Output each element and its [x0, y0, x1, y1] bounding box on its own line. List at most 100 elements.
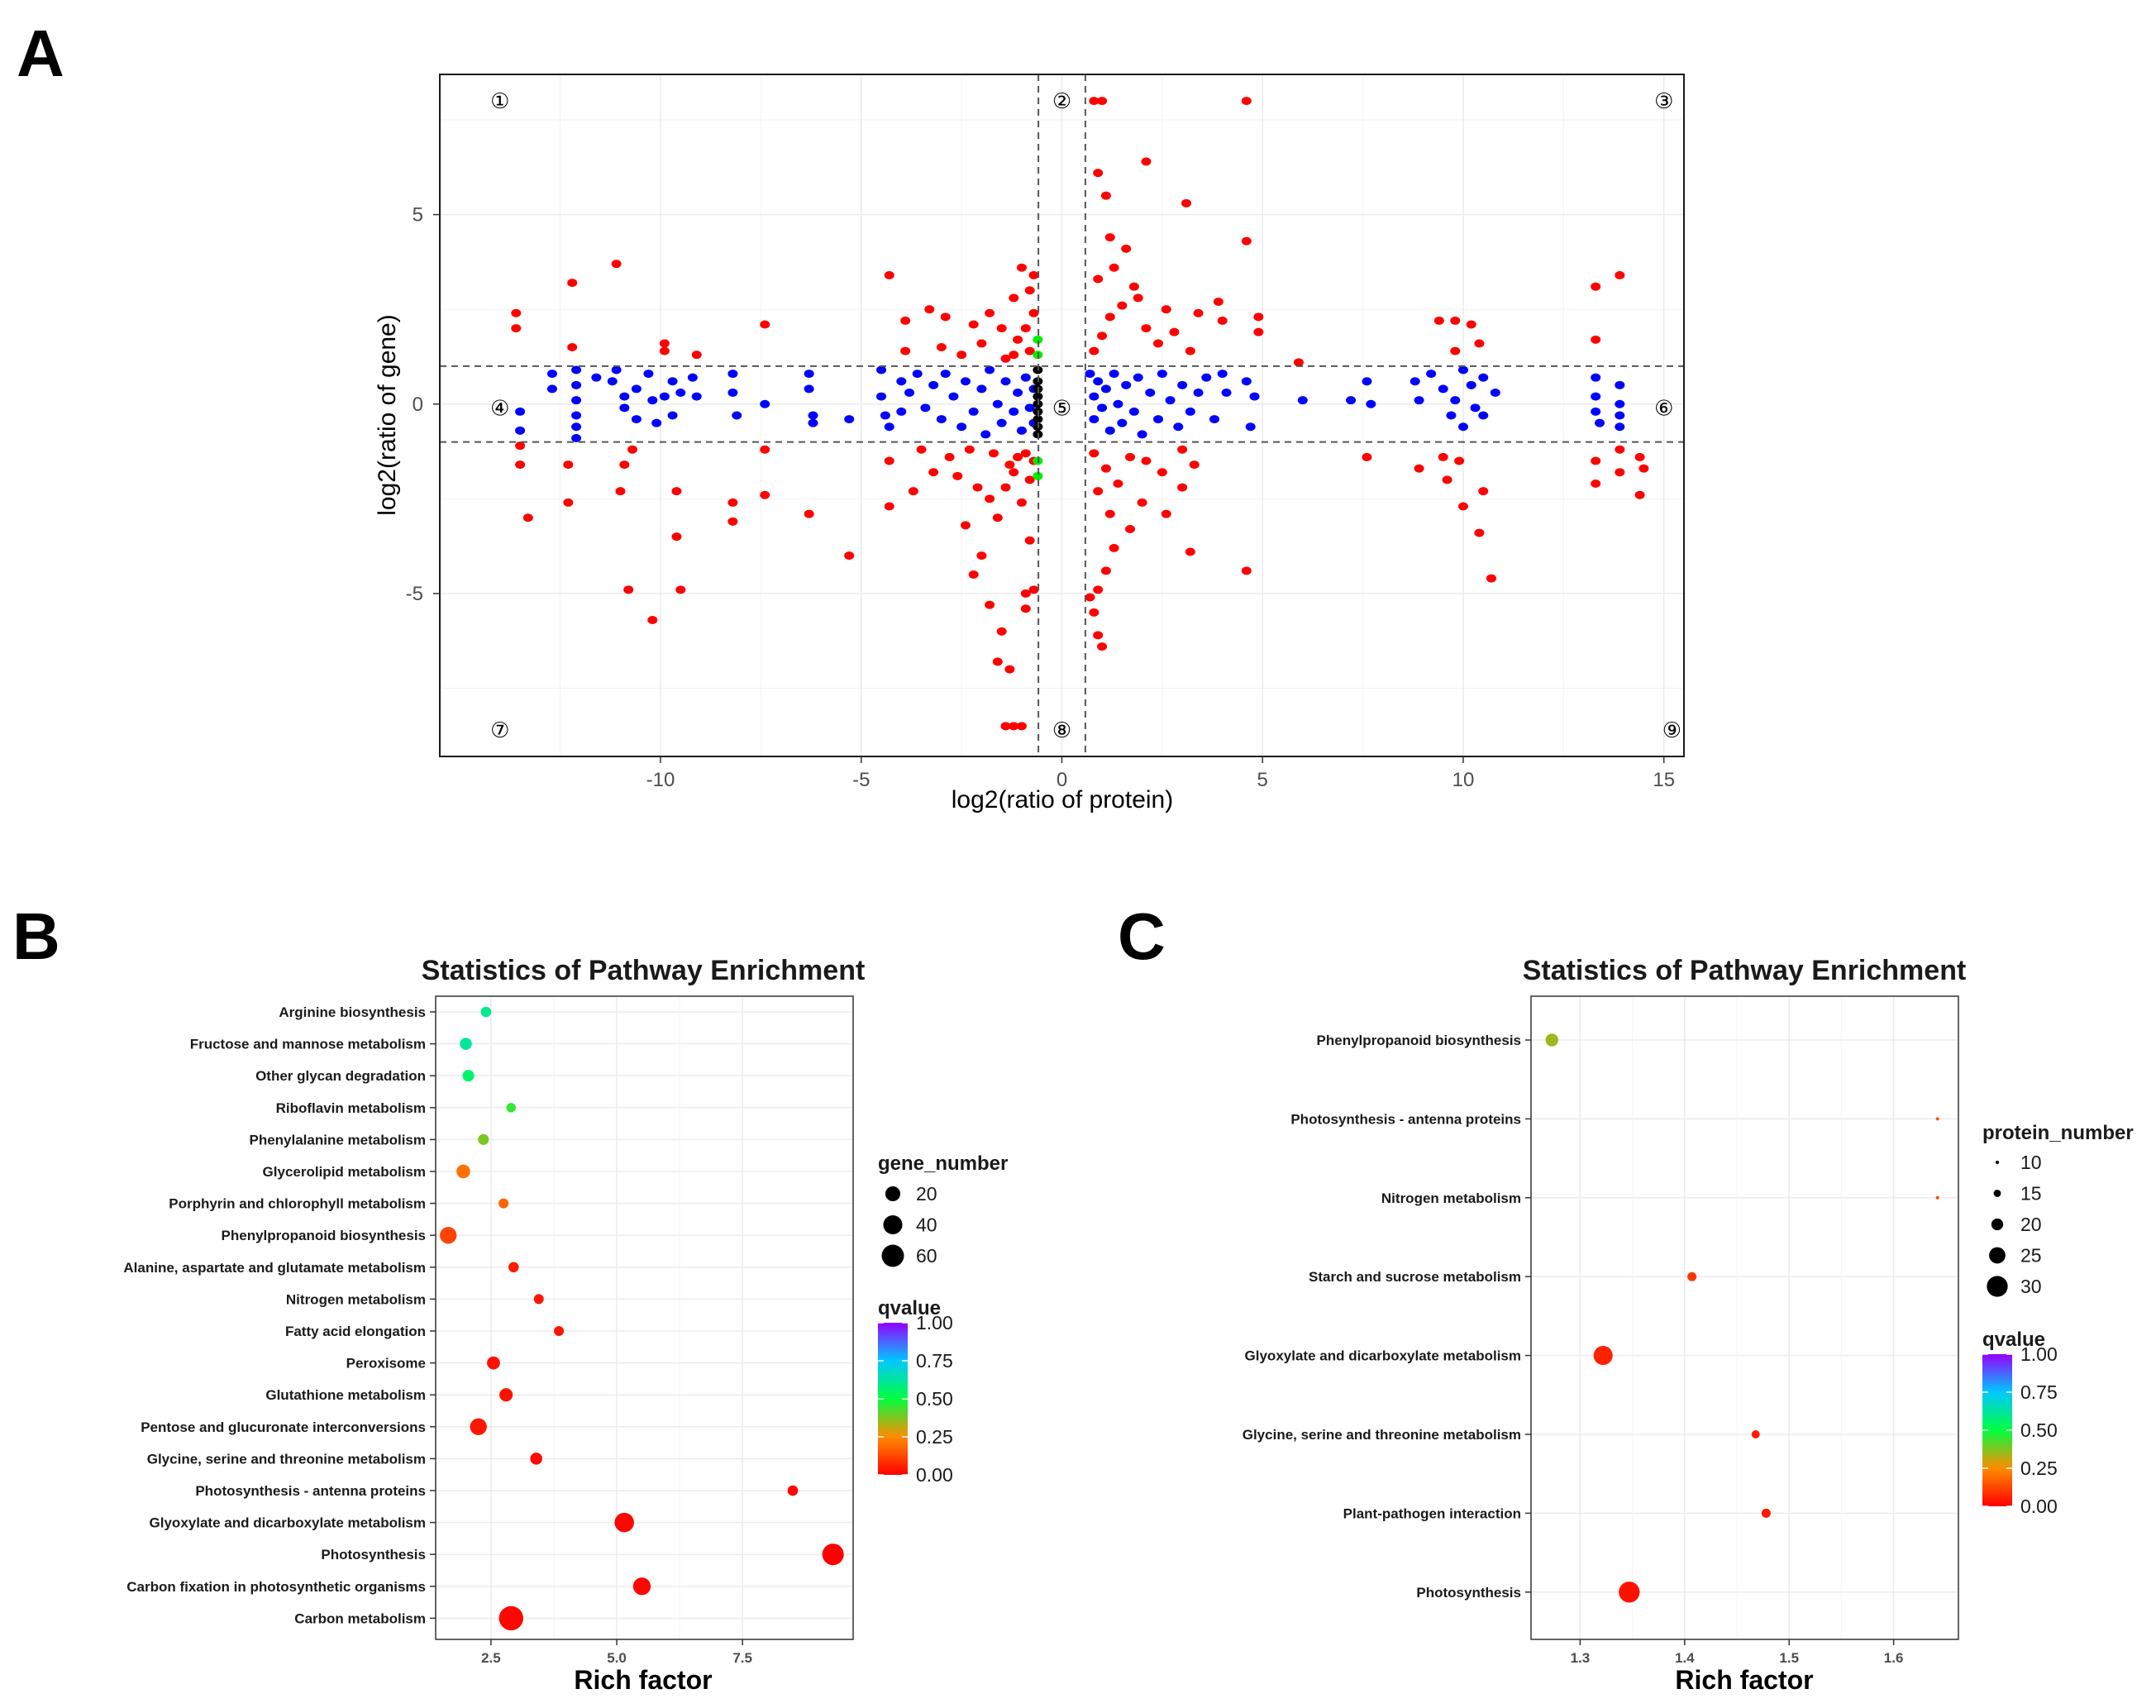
point-protein-only — [1414, 396, 1424, 405]
quadrant-label-2: ② — [1052, 89, 1071, 114]
pathway-dot — [440, 1227, 457, 1244]
size-legend-dot — [1991, 1218, 2004, 1231]
point-both-significant — [511, 308, 522, 317]
point-protein-only — [760, 399, 770, 408]
point-protein-only — [571, 411, 582, 420]
point-both-significant — [992, 513, 1003, 522]
point-both-significant — [944, 452, 955, 461]
point-both-significant — [1020, 449, 1031, 458]
point-both-significant — [900, 316, 911, 325]
panel-c-title: Statistics of Pathway Enrichment — [1523, 955, 1967, 986]
point-both-significant — [1024, 346, 1035, 355]
panel-b-frame — [435, 995, 854, 1640]
colorbar-tick-label: 0.50 — [916, 1388, 953, 1410]
x-tick-label: 1.6 — [1884, 1650, 1904, 1666]
panel-b-size-legend-title: gene_number — [878, 1152, 1008, 1175]
point-both-significant — [1591, 456, 1601, 465]
pathway-dot — [498, 1605, 523, 1631]
point-both-significant — [1028, 308, 1039, 317]
pathway-label: Glycine, serine and threonine metabolism — [1243, 1427, 1521, 1443]
pathway-label: Porphyrin and chlorophyll metabolism — [169, 1196, 426, 1212]
point-protein-only — [1346, 396, 1357, 405]
point-protein-only — [896, 377, 907, 386]
point-protein-only — [1591, 373, 1601, 382]
point-protein-only — [515, 407, 526, 416]
pathway-dot — [530, 1453, 542, 1465]
point-protein-only — [1024, 403, 1035, 413]
point-protein-only — [808, 418, 818, 427]
panel-c-dotplot: Statistics of Pathway Enrichment Phenylp… — [1243, 955, 2134, 1695]
point-protein-only — [732, 411, 742, 420]
pathway-label: Photosynthesis - antenna proteins — [1290, 1111, 1521, 1127]
colorbar-tick-label: 0.00 — [2020, 1496, 2058, 1517]
x-tick-label: 5.0 — [607, 1650, 627, 1666]
panel-c-size-legend: 10 15 20 25 30 — [1987, 1152, 2042, 1297]
point-both-significant — [1161, 305, 1171, 314]
point-both-significant — [1016, 722, 1027, 731]
point-protein-only — [804, 384, 814, 394]
point-both-significant — [956, 351, 967, 360]
point-both-significant — [1013, 335, 1023, 344]
point-both-significant — [1362, 452, 1372, 461]
panel-b-points — [440, 1006, 844, 1631]
point-both-significant — [515, 460, 526, 470]
point-both-significant — [1016, 263, 1027, 272]
point-both-significant — [1591, 479, 1601, 488]
pathway-dot — [1593, 1346, 1613, 1366]
pathway-label: Arginine biosynthesis — [279, 1004, 426, 1020]
panel-c-x-ticks: 1.3 1.4 1.5 1.6 — [1571, 1639, 1904, 1666]
point-neither — [1033, 415, 1043, 424]
point-both-significant — [1137, 498, 1147, 507]
pathway-label: Phenylalanine metabolism — [249, 1132, 426, 1147]
point-protein-only — [996, 418, 1007, 427]
point-both-significant — [1193, 308, 1204, 317]
point-both-significant — [615, 487, 626, 496]
point-both-significant — [1009, 293, 1019, 303]
point-both-significant — [1157, 468, 1167, 477]
point-both-significant — [1615, 270, 1625, 279]
panel-a-ticks: -10 -5 0 5 10 15 -5 0 5 — [406, 204, 1675, 791]
point-protein-only — [546, 384, 557, 394]
point-both-significant — [1161, 509, 1171, 518]
point-both-significant — [611, 260, 622, 269]
point-both-significant — [1093, 487, 1104, 496]
point-both-significant — [623, 585, 634, 594]
point-protein-only — [727, 370, 738, 379]
point-both-significant — [619, 460, 630, 470]
point-protein-only — [1121, 380, 1132, 389]
panel-b-dotplot: Statistics of Pathway Enrichment Arginin… — [123, 955, 1008, 1695]
point-protein-only — [1615, 399, 1625, 408]
point-both-significant — [1253, 327, 1264, 336]
x-tick-label: 5 — [1257, 769, 1268, 791]
pathway-label: Other glycan degradation — [255, 1068, 426, 1084]
size-legend-dot — [1989, 1247, 2006, 1264]
point-both-significant — [1093, 169, 1104, 178]
size-legend-dot — [881, 1244, 904, 1267]
point-both-significant — [671, 487, 682, 496]
point-both-significant — [760, 320, 770, 329]
point-both-significant — [1024, 475, 1035, 484]
point-both-significant — [940, 312, 951, 322]
pathway-dot — [787, 1485, 799, 1496]
x-tick-label: 15 — [1653, 769, 1675, 791]
point-protein-only — [876, 392, 887, 401]
pathway-dot — [632, 1577, 651, 1596]
point-protein-only — [619, 403, 630, 413]
y-tick-label: 5 — [413, 204, 423, 227]
size-legend-dot — [883, 1214, 903, 1235]
point-both-significant — [1189, 460, 1200, 470]
point-both-significant — [1097, 642, 1108, 651]
point-both-significant — [1028, 585, 1039, 594]
point-protein-only — [659, 392, 670, 401]
point-both-significant — [1217, 316, 1228, 325]
point-both-significant — [804, 509, 814, 518]
point-protein-only — [571, 422, 582, 432]
point-both-significant — [1004, 665, 1015, 674]
colorbar-tick-label: 0.00 — [916, 1464, 953, 1486]
point-both-significant — [1100, 566, 1111, 575]
point-both-significant — [1089, 97, 1099, 106]
point-both-significant — [1177, 483, 1188, 492]
point-both-significant — [972, 483, 983, 492]
panel-b-size-legend: 20 40 60 — [881, 1183, 937, 1267]
point-both-significant — [1093, 585, 1104, 594]
